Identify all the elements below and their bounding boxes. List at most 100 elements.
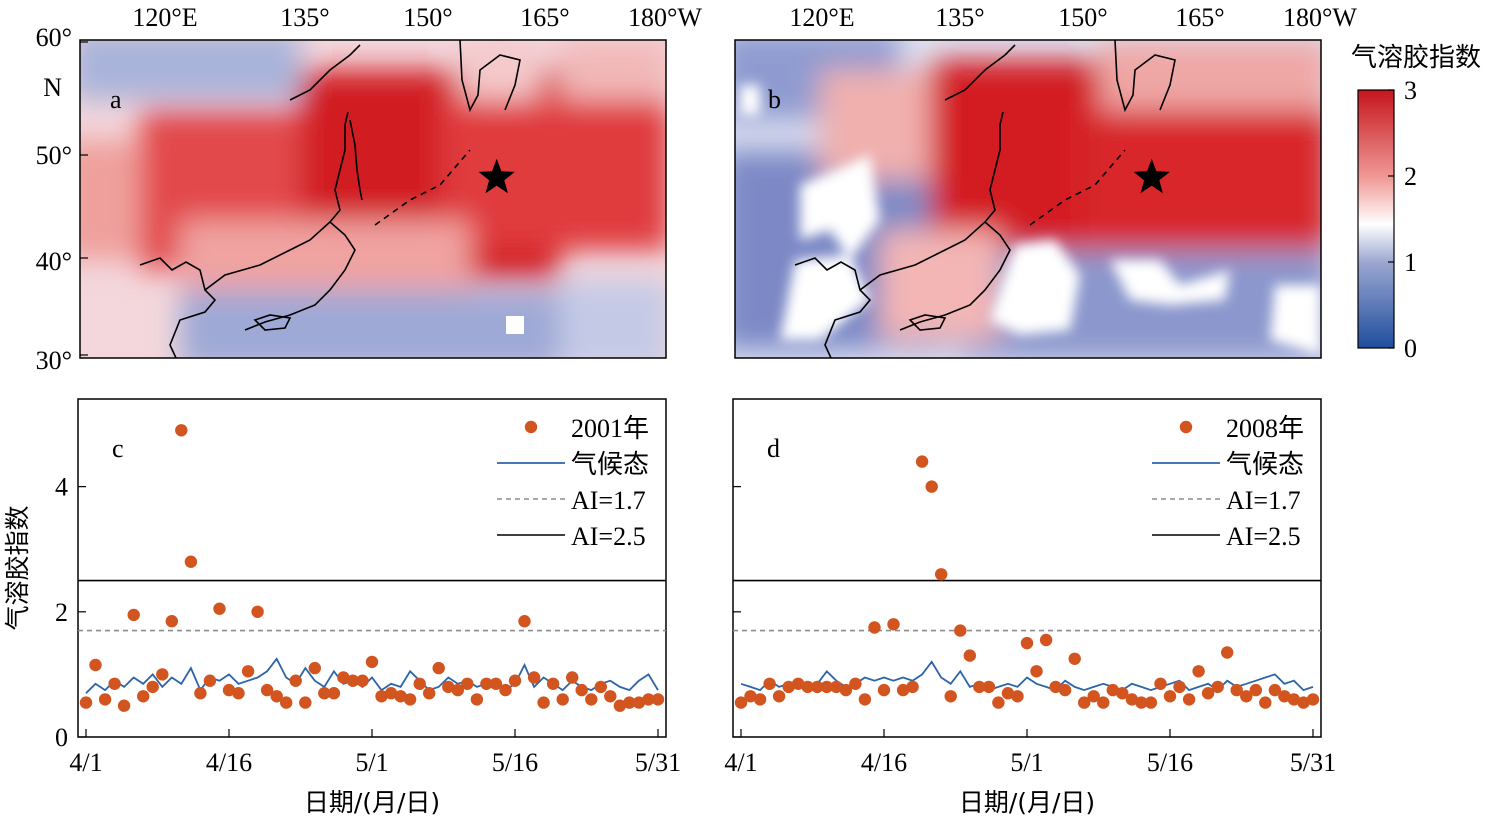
map-a-lon-tick: 165° <box>520 3 569 32</box>
scatter-point <box>260 683 274 697</box>
panel-label: c <box>112 434 124 463</box>
scatter-point <box>1020 636 1034 650</box>
kuril-a <box>374 149 471 226</box>
scatter-point <box>537 696 550 709</box>
legend-label: 2008年 <box>1226 414 1304 443</box>
scatter-point <box>79 696 93 709</box>
scatter-point <box>1049 680 1062 694</box>
scatter-point <box>585 693 598 706</box>
scatter-point <box>744 690 757 703</box>
scatter-point <box>839 683 853 697</box>
scatter-point <box>499 683 512 697</box>
scatter-point <box>470 693 484 706</box>
scatter-point <box>442 680 455 694</box>
map-b-lon-tick: 165° <box>1175 3 1224 32</box>
map-a-lon-tick: 180°W <box>628 3 702 32</box>
scatter-point <box>518 615 531 628</box>
scatter-point <box>1097 696 1110 709</box>
scatter-point <box>432 661 445 675</box>
map-lat-tick: N <box>43 73 62 102</box>
scatter-point <box>594 680 607 694</box>
scatter-point <box>165 615 178 628</box>
scatter-point <box>935 568 948 581</box>
coastlines-a <box>139 40 521 358</box>
scatter-point <box>117 699 131 712</box>
scatter-point <box>137 690 150 703</box>
map-b-missing <box>740 85 1321 355</box>
legend-label: AI=2.5 <box>571 522 646 551</box>
colorbar-tick-label: 2 <box>1404 162 1417 191</box>
scatter-point <box>792 677 805 690</box>
scatter-point <box>1078 696 1091 709</box>
scatter-point <box>763 677 776 690</box>
x-tick-label: 4/16 <box>206 748 252 777</box>
scatter-point <box>849 677 862 690</box>
scatter-point <box>489 677 503 690</box>
x-tick-label: 5/1 <box>1010 748 1043 777</box>
map-panel-a: a <box>79 39 667 359</box>
x-tick-label: 5/31 <box>635 748 681 777</box>
colorbar-gradient <box>1357 89 1395 349</box>
x-tick-label: 4/16 <box>861 748 907 777</box>
map-lat-tick: 50° <box>36 141 72 170</box>
scatter-point <box>858 693 872 706</box>
scatter-point <box>1058 683 1072 697</box>
map-panel-b: b <box>734 39 1322 359</box>
colorbar-tick-label: 1 <box>1404 248 1417 277</box>
legend-label: AI=1.7 <box>1226 486 1301 515</box>
colorbar-title: 气溶胶指数 <box>1351 43 1481 73</box>
scatter-point <box>623 696 636 709</box>
x-tick-label: 5/1 <box>355 748 388 777</box>
scatter-point <box>1249 683 1263 697</box>
x-axis-label: 日期/(月/日) <box>304 788 440 817</box>
scatter-point <box>1259 696 1272 709</box>
star-marker-b <box>1133 158 1170 194</box>
scatter-point <box>508 674 522 687</box>
scatter-point <box>1125 693 1139 706</box>
colorbar-tick-label: 3 <box>1404 76 1417 105</box>
map-b-lon-tick: 180°W <box>1283 3 1357 32</box>
scatter-point <box>1001 687 1015 700</box>
scatter-point <box>1240 690 1253 703</box>
scatter-point <box>1106 683 1120 697</box>
scatter-point <box>546 677 560 690</box>
panel-label-b: b <box>768 85 781 114</box>
panel-label: d <box>767 434 780 463</box>
scatter-point <box>98 693 112 706</box>
scatter-point <box>954 624 967 637</box>
map-a-lon-tick: 135° <box>280 3 329 32</box>
scatter-point <box>1287 693 1301 706</box>
scatter-point <box>1011 690 1024 703</box>
map-b-frame <box>734 39 1322 359</box>
coastlines-b <box>794 40 1176 358</box>
scatter-point <box>451 683 464 697</box>
scatter-point <box>527 671 541 684</box>
scatter-point <box>963 649 976 662</box>
scatter-point <box>1201 687 1215 700</box>
scatter-point <box>944 690 957 703</box>
y-tick-label: 2 <box>55 598 68 627</box>
scatter-point <box>973 680 986 694</box>
scatter-point <box>782 680 795 694</box>
map-lat-tick: 30° <box>36 346 72 375</box>
kuril-b <box>1029 149 1126 226</box>
scatter-point <box>413 677 426 690</box>
legend-label: 2001年 <box>571 414 649 443</box>
colorbar-tick-label: 0 <box>1404 334 1417 363</box>
legend-marker-scatter <box>1179 420 1193 434</box>
scatter-point <box>1039 633 1053 647</box>
star-marker-a <box>478 158 515 194</box>
scatter-point <box>1192 665 1205 678</box>
x-tick-label: 5/16 <box>1147 748 1193 777</box>
scatter-point <box>299 696 312 709</box>
scatter-point <box>394 690 407 703</box>
scatter-point <box>1163 690 1177 703</box>
colorbar: 气溶胶指数 3 2 1 0 <box>1351 43 1481 363</box>
scatter-point <box>1173 680 1186 694</box>
scatter-point <box>877 683 891 697</box>
scatter-point <box>1182 693 1196 706</box>
